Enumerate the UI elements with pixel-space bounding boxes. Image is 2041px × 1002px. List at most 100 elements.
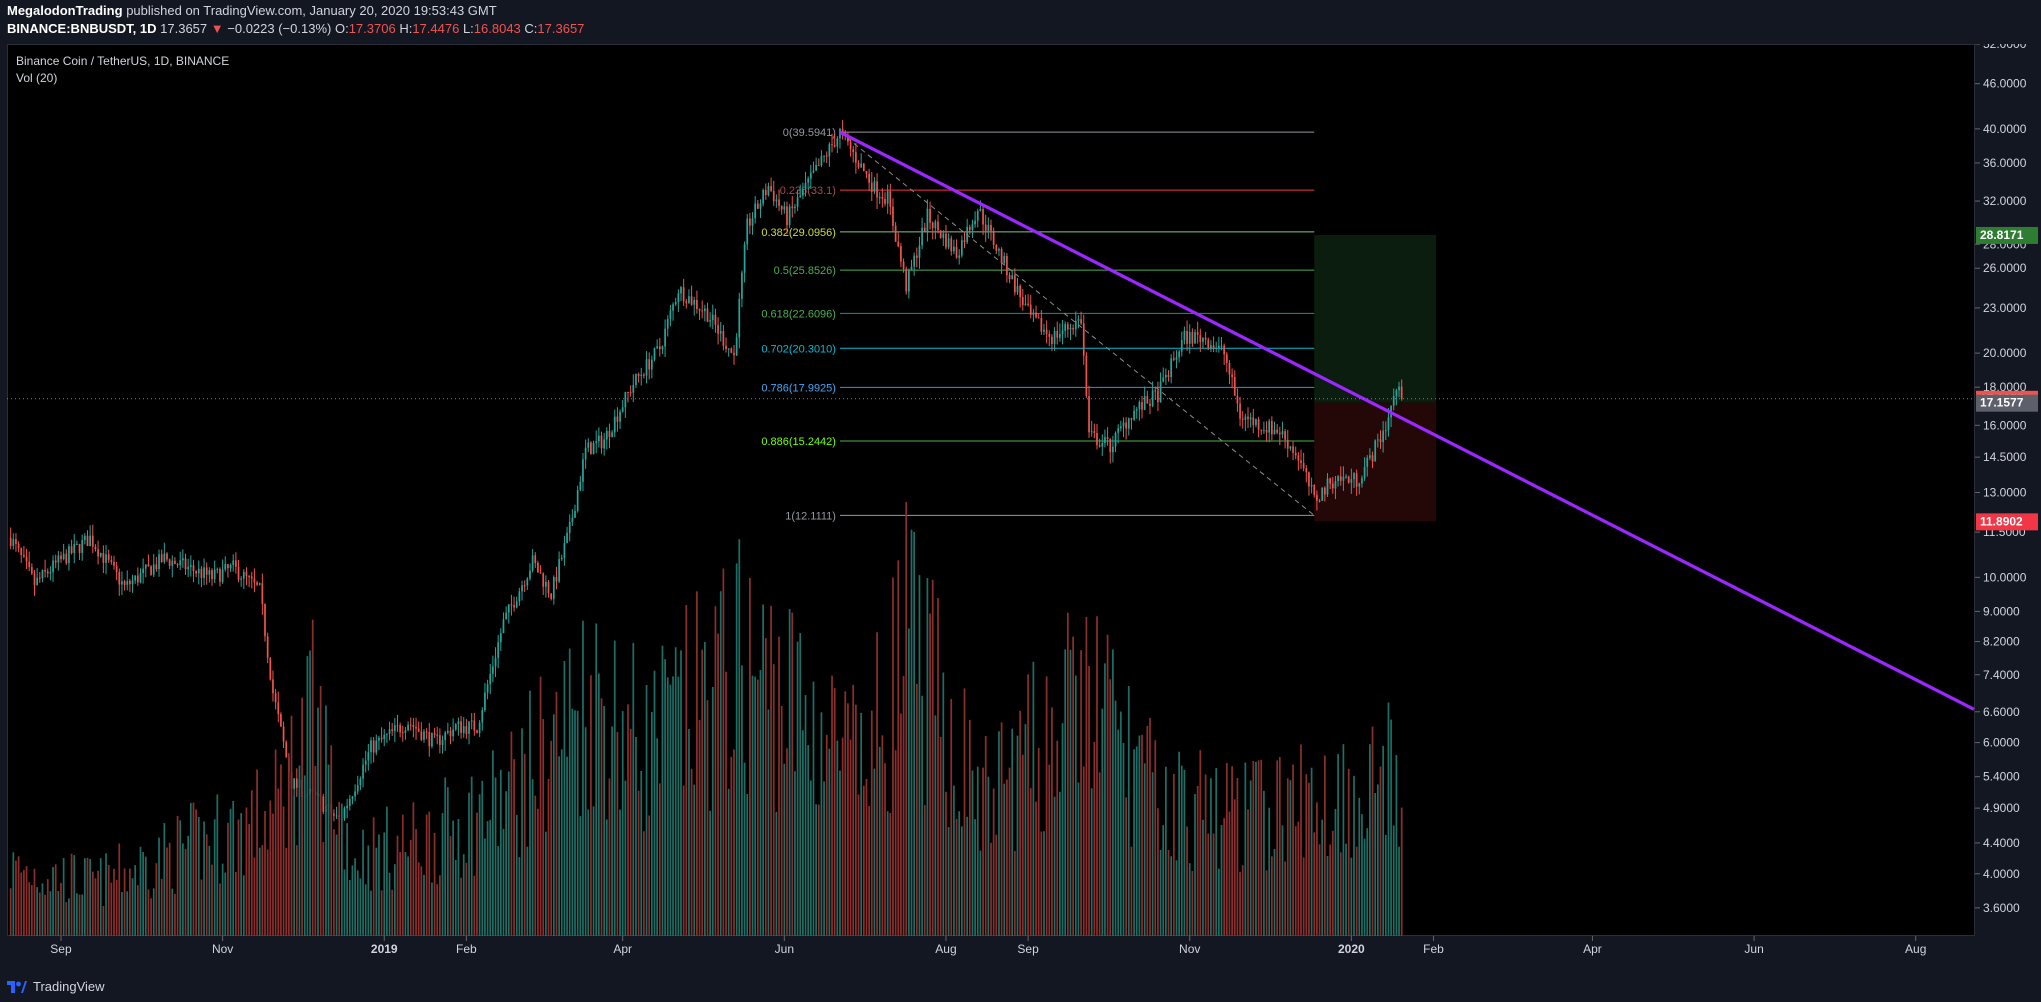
candle-body [372,740,375,753]
volume-bar [12,852,15,936]
volume-bar [174,893,176,936]
price-label-box [1976,394,2038,412]
candle-body [881,197,884,199]
author-name[interactable]: MegalodonTrading [7,3,123,18]
volume-bar [929,613,931,936]
candle-body [386,733,388,735]
volume-bar [1276,760,1279,936]
footer-brand[interactable]: TradingView [33,979,105,994]
volume-bar [823,781,825,936]
candle-body [174,560,176,565]
candle-body [1008,275,1011,280]
fib-trend-line [839,131,1315,516]
candle-body [1239,403,1241,419]
volume-bar [1096,616,1098,936]
candle-body [1180,340,1183,352]
volume-bar [1066,612,1069,936]
volume-bar [563,661,566,936]
candle-body [1376,439,1379,441]
volume-bar [783,763,786,936]
volume-bar [1167,850,1170,936]
volume-bar [1199,750,1202,936]
candle-body [1321,487,1324,501]
volume-bar [404,852,407,936]
volume-bar [764,638,767,936]
volume-bar [1284,861,1286,936]
volume-bar [1141,734,1143,936]
volume-bar [791,612,794,936]
volume-bar [261,845,264,936]
candle-body [163,553,166,563]
volume-bar [873,768,876,936]
volume-bar [685,604,688,936]
candle-body [783,206,786,210]
volume-bar [1154,740,1157,936]
candle-body [558,559,560,582]
candle-body [756,203,759,209]
volume-bar [113,868,115,936]
candle-body [1019,285,1022,298]
candle-body [1273,429,1276,435]
volume-bar [433,833,436,936]
volume-bar [155,863,158,936]
footer: TradingView [7,979,105,994]
candle-body [862,163,865,172]
candle-body [587,442,590,448]
y-axis-label: 40.0000 [1983,122,2027,136]
candle-body [701,310,704,312]
volume-bar [566,756,568,936]
candle-body [160,554,163,563]
y-axis-label: 13.0000 [1983,485,2027,499]
candle-body [78,543,81,553]
volume-bar [1236,778,1239,936]
candle-body [489,673,492,685]
candle-body [49,572,52,574]
price-chart[interactable]: 52.000046.000040.000036.000032.000028.00… [7,44,2041,959]
candle-body [1313,485,1316,496]
volume-bar [1127,686,1130,936]
candle-body [918,245,921,258]
candle-body [658,346,661,350]
candle-body [235,560,237,567]
volume-bar [666,677,669,936]
candle-body [240,578,243,580]
volume-bar [481,780,484,936]
volume-bar [918,575,921,936]
volume-bar [1300,744,1302,936]
candle-body [436,734,439,736]
volume-bar [1114,700,1117,936]
volume-bar [1270,856,1273,936]
candle-body [70,546,73,553]
volume-bar [733,749,735,936]
volume-bar [25,866,28,936]
candle-body [590,442,592,455]
candle-body [1353,473,1355,480]
candle-body [494,657,497,667]
volume-bar [144,856,147,936]
candle-body [470,720,473,722]
candle-body [1021,297,1024,306]
volume-bar [987,776,990,936]
candle-body [1048,334,1051,337]
y-axis-label: 4.4000 [1983,836,2020,850]
candle-body [359,778,362,786]
candle-body [796,197,799,207]
chart-panel[interactable]: Binance Coin / TetherUS, 1D, BINANCE Vol… [7,44,1975,936]
fib-level-label: 0.236(33.1) [780,185,836,197]
volume-bar [741,665,743,936]
volume-bar [449,836,452,936]
candle-body [672,304,674,311]
candle-body [550,593,553,599]
volume-bar [780,706,783,936]
candle-body [1334,481,1337,489]
volume-bar [714,606,717,936]
candle-body [476,730,478,733]
candle-body [25,556,28,562]
price-label: 11.8902 [1980,514,2023,528]
volume-bar [682,785,685,936]
volume-bar [136,885,139,936]
volume-bar [696,591,698,936]
candle-body [889,191,892,207]
volume-bar [20,872,23,936]
volume-bar [894,750,897,936]
